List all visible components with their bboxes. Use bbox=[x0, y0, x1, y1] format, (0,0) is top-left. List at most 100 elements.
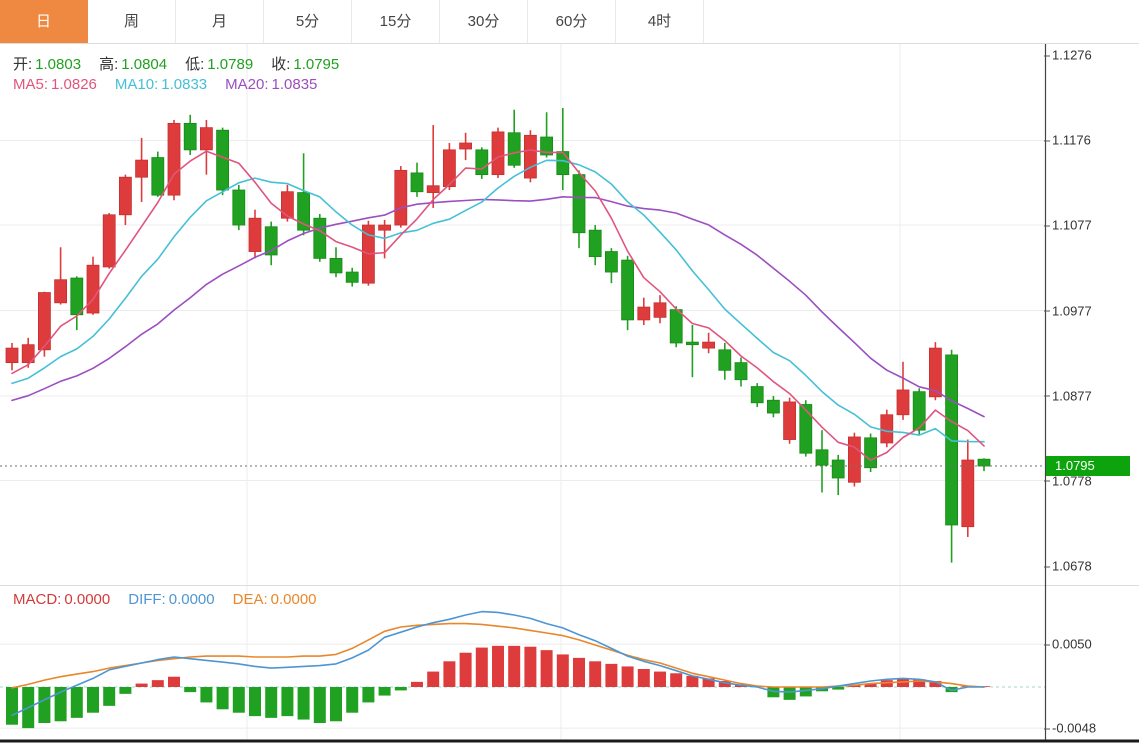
macd-histogram-bar bbox=[637, 669, 650, 687]
legend-item: 低: 1.0789 bbox=[185, 56, 254, 73]
macd-histogram-bar bbox=[556, 654, 569, 687]
ohlc-legend: 开: 1.0803 高: 1.0804 低: 1.0789 收: 1.0795 bbox=[13, 53, 339, 74]
candle-body-up bbox=[961, 459, 975, 528]
candle-body-down bbox=[297, 192, 311, 231]
macd-histogram-bar bbox=[38, 687, 51, 723]
macd-histogram-bar bbox=[589, 661, 602, 687]
macd-histogram-bar bbox=[670, 673, 683, 687]
macd-histogram-bar bbox=[70, 687, 83, 718]
timeframe-tabbar: 日周月 5分 15分 30分 60分 4时 bbox=[0, 0, 1139, 44]
macd-histogram-bar bbox=[832, 687, 845, 690]
candle-body-down bbox=[151, 157, 165, 196]
macd-histogram-bar bbox=[200, 687, 213, 703]
macd-histogram-bar bbox=[6, 687, 18, 725]
macd-histogram-bar bbox=[168, 676, 180, 687]
macd-histogram-bar bbox=[540, 650, 553, 687]
macd-histogram-bar bbox=[54, 687, 67, 722]
tab-月[interactable]: 月 bbox=[176, 0, 264, 43]
candle-body-up bbox=[653, 302, 667, 318]
macd-histogram-bar bbox=[654, 671, 666, 687]
axis-tick-label: 0.0050 bbox=[1044, 636, 1092, 652]
candle-body-down bbox=[734, 362, 748, 381]
macd-histogram-bar bbox=[897, 678, 909, 687]
candle-body-up bbox=[378, 224, 392, 231]
candle-body-down bbox=[183, 122, 197, 151]
macd-histogram-bar bbox=[184, 687, 197, 693]
macd-histogram-bar bbox=[864, 683, 877, 687]
candle-body-down bbox=[540, 136, 553, 156]
candle-body-down bbox=[329, 257, 343, 274]
macd-histogram-bar bbox=[265, 687, 278, 718]
candle-body-up bbox=[38, 292, 51, 351]
candle-body-down bbox=[864, 437, 877, 469]
current-price-badge: 1.0795 bbox=[1046, 456, 1130, 477]
candle-body-up bbox=[426, 185, 440, 193]
ma20-line bbox=[11, 196, 985, 418]
macd-histogram-bar bbox=[411, 681, 423, 687]
tab-60分[interactable]: 60分 bbox=[528, 0, 616, 43]
legend-item: MACD: 0.0000 bbox=[13, 591, 111, 608]
axis-tick-label: 1.0877 bbox=[1044, 388, 1092, 404]
candle-body-down bbox=[588, 229, 602, 258]
candle-body-down bbox=[750, 386, 764, 404]
candle-body-down bbox=[767, 399, 780, 414]
macd-histogram-bar bbox=[913, 679, 926, 687]
macd-histogram-bar bbox=[330, 687, 342, 722]
macd-histogram-bar bbox=[799, 687, 812, 697]
candle-body-down bbox=[572, 174, 586, 234]
tab-日[interactable]: 日 bbox=[0, 0, 88, 43]
macd-legend: MACD: 0.0000 DIFF: 0.0000 DEA: 0.0000 bbox=[13, 591, 317, 608]
macd-histogram-bar bbox=[281, 687, 294, 717]
candle-body-down bbox=[815, 449, 829, 466]
tab-15分[interactable]: 15分 bbox=[352, 0, 440, 43]
candle-body-up bbox=[783, 401, 796, 440]
candle-body-down bbox=[313, 217, 327, 259]
macd-histogram-bar bbox=[605, 663, 618, 687]
candle-body-up bbox=[54, 279, 67, 304]
candle-body-up bbox=[119, 176, 132, 216]
candle-body-down bbox=[507, 132, 521, 166]
candle-body-down bbox=[831, 459, 845, 479]
ma10-line bbox=[11, 159, 985, 443]
macd-histogram-bar bbox=[767, 687, 780, 698]
macd-histogram-bar bbox=[232, 687, 245, 713]
legend-item: 高: 1.0804 bbox=[99, 56, 168, 73]
macd-histogram-bar bbox=[848, 685, 861, 687]
candle-body-up bbox=[442, 149, 456, 187]
candle-body-down bbox=[686, 341, 699, 346]
tab-周[interactable]: 周 bbox=[88, 0, 176, 43]
ma5-line bbox=[11, 149, 985, 462]
axis-tick-label: 1.0778 bbox=[1044, 473, 1092, 489]
candle-body-up bbox=[929, 347, 942, 398]
tab-5分[interactable]: 5分 bbox=[264, 0, 352, 43]
macd-histogram-bar bbox=[524, 646, 537, 687]
candle-body-down bbox=[669, 309, 683, 344]
candle-body-up bbox=[848, 436, 861, 483]
macd-histogram-bar bbox=[443, 661, 456, 687]
candle-body-down bbox=[605, 251, 618, 273]
candle-body-down bbox=[70, 277, 84, 316]
kline-chart-canvas[interactable] bbox=[0, 44, 1139, 744]
axis-tick-label: 1.1276 bbox=[1044, 47, 1092, 63]
axis-tick-label: 1.0977 bbox=[1044, 303, 1092, 318]
axis-tick-label: 1.0678 bbox=[1044, 558, 1092, 574]
macd-histogram-bar bbox=[151, 680, 164, 687]
macd-histogram-bar bbox=[880, 680, 893, 687]
candle-body-down bbox=[475, 149, 489, 176]
macd-histogram-bar bbox=[702, 678, 715, 687]
candle-body-down bbox=[977, 458, 991, 467]
macd-histogram-bar bbox=[783, 687, 796, 700]
candle-body-down bbox=[345, 271, 359, 283]
macd-histogram-bar bbox=[621, 666, 634, 687]
macd-histogram-bar bbox=[508, 645, 521, 687]
tab-30分[interactable]: 30分 bbox=[440, 0, 528, 43]
legend-item: DIFF: 0.0000 bbox=[128, 591, 215, 608]
macd-histogram-bar bbox=[427, 671, 440, 687]
candle-body-down bbox=[621, 259, 634, 321]
tab-4时[interactable]: 4时 bbox=[616, 0, 704, 43]
macd-histogram-bar bbox=[297, 687, 310, 720]
candle-body-down bbox=[799, 404, 813, 454]
candle-body-down bbox=[216, 129, 230, 191]
candle-body-up bbox=[524, 134, 537, 179]
